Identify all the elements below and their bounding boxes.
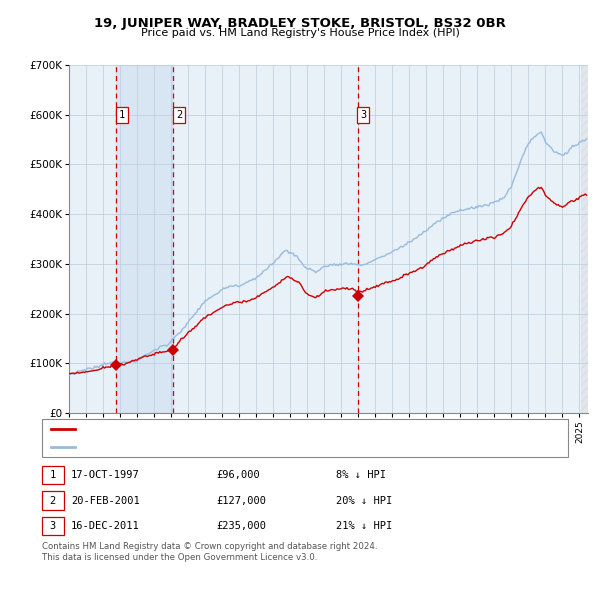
Text: £127,000: £127,000 bbox=[216, 496, 266, 506]
Text: 16-DEC-2011: 16-DEC-2011 bbox=[71, 521, 140, 531]
Text: Contains HM Land Registry data © Crown copyright and database right 2024.: Contains HM Land Registry data © Crown c… bbox=[42, 542, 377, 550]
Text: 17-OCT-1997: 17-OCT-1997 bbox=[71, 470, 140, 480]
Text: 3: 3 bbox=[50, 521, 56, 531]
Text: 1: 1 bbox=[50, 470, 56, 480]
Text: 20% ↓ HPI: 20% ↓ HPI bbox=[336, 496, 392, 506]
Text: HPI: Average price, detached house, South Gloucestershire: HPI: Average price, detached house, Sout… bbox=[79, 442, 361, 452]
Text: £235,000: £235,000 bbox=[216, 521, 266, 531]
Text: £96,000: £96,000 bbox=[216, 470, 260, 480]
Text: 21% ↓ HPI: 21% ↓ HPI bbox=[336, 521, 392, 531]
Text: 19, JUNIPER WAY, BRADLEY STOKE, BRISTOL, BS32 0BR (detached house): 19, JUNIPER WAY, BRADLEY STOKE, BRISTOL,… bbox=[79, 425, 427, 434]
Text: Price paid vs. HM Land Registry's House Price Index (HPI): Price paid vs. HM Land Registry's House … bbox=[140, 28, 460, 38]
Bar bbox=[581, 65, 588, 413]
Text: 8% ↓ HPI: 8% ↓ HPI bbox=[336, 470, 386, 480]
Bar bbox=[116, 65, 173, 413]
Text: 1: 1 bbox=[119, 110, 125, 120]
Text: 2: 2 bbox=[176, 110, 182, 120]
Text: 2: 2 bbox=[50, 496, 56, 506]
Text: This data is licensed under the Open Government Licence v3.0.: This data is licensed under the Open Gov… bbox=[42, 553, 317, 562]
Text: 20-FEB-2001: 20-FEB-2001 bbox=[71, 496, 140, 506]
Text: 19, JUNIPER WAY, BRADLEY STOKE, BRISTOL, BS32 0BR: 19, JUNIPER WAY, BRADLEY STOKE, BRISTOL,… bbox=[94, 17, 506, 30]
Text: 3: 3 bbox=[360, 110, 367, 120]
